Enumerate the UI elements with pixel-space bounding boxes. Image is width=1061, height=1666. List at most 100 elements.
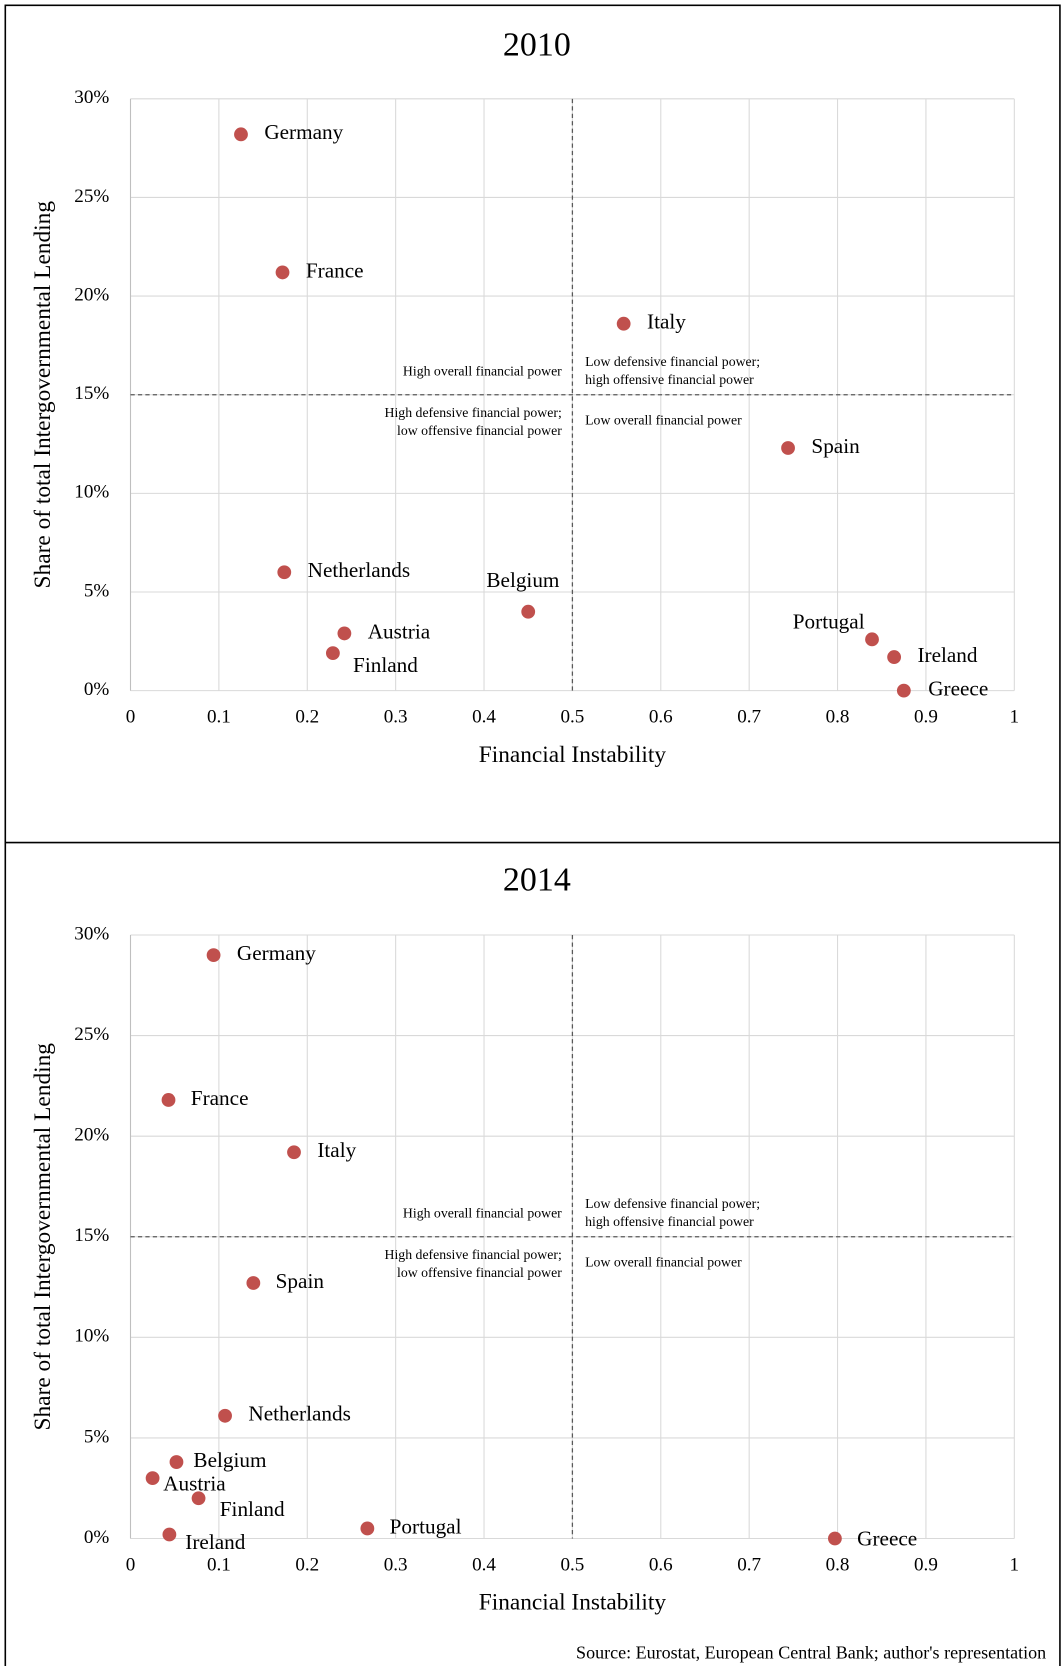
point-label: Finland [353,653,418,677]
x-tick-label: 0.8 [826,707,850,728]
x-tick-label: 0.8 [826,1555,850,1576]
data-point [234,127,248,142]
point-label: Spain [811,434,860,458]
y-tick-label: 25% [74,186,109,207]
x-tick-label: 0.9 [914,1555,938,1576]
y-tick-label: 10% [74,482,109,503]
data-point [781,441,795,455]
x-tick-label: 0.6 [649,1555,673,1576]
y-tick-label: 10% [74,1326,109,1347]
data-point [865,632,879,647]
point-label: Netherlands [308,558,410,582]
y-tick-label: 30% [74,87,109,108]
data-point [145,1471,160,1486]
y-tick-label: 15% [74,1225,109,1246]
point-label: Ireland [917,643,977,667]
quadrant-annotation: High defensive financial power; [385,1247,562,1262]
point-label: Germany [264,120,343,144]
y-tick-label: 5% [84,1426,110,1447]
quadrant-annotation: High defensive financial power; [385,405,562,420]
y-tick-label: 0% [84,1527,110,1548]
data-point [206,948,221,963]
y-axis-label: Share of total Intergovernmental Lending [30,1043,56,1431]
y-tick-label: 20% [74,284,109,305]
point-label: France [191,1086,249,1110]
data-point [521,604,536,619]
quadrant-annotation: Low overall financial power [585,1254,742,1269]
y-axis-label: Share of total Intergovernmental Lending [30,201,56,589]
data-point [337,626,352,641]
x-tick-label: 0.1 [207,707,231,728]
point-label: Portugal [793,609,865,633]
x-tick-label: 0.4 [472,1555,496,1576]
x-tick-label: 0.7 [737,707,761,728]
data-point [360,1521,375,1536]
data-point [169,1455,184,1469]
point-label: Germany [237,941,316,965]
data-point [287,1145,301,1160]
quadrant-annotation: low offensive financial power [397,423,562,438]
x-tick-label: 0.5 [560,707,584,728]
data-point [896,683,911,698]
quadrant-annotation: Low overall financial power [585,412,742,427]
x-tick-label: 0.2 [295,1555,319,1576]
point-label: Belgium [486,568,560,592]
quadrant-annotation: High overall financial power [403,1206,562,1221]
x-tick-label: 0.3 [384,1555,408,1576]
data-point [616,316,631,331]
quadrant-annotation: Low defensive financial power; [585,1196,760,1211]
quadrant-annotation: High overall financial power [403,364,562,379]
quadrant-annotation: high offensive financial power [585,1214,754,1229]
point-label: Finland [220,1497,285,1521]
point-label: Italy [317,1138,356,1162]
quadrant-annotation: high offensive financial power [585,372,754,387]
x-tick-label: 0.7 [737,1555,761,1576]
data-point [162,1527,177,1542]
data-point [161,1093,176,1107]
y-tick-label: 20% [74,1125,109,1146]
data-point [277,565,292,580]
point-label: Greece [857,1526,917,1550]
y-tick-label: 25% [74,1024,109,1045]
x-tick-label: 0.6 [649,707,673,728]
point-label: Ireland [185,1530,245,1554]
x-tick-label: 0.3 [384,707,408,728]
y-tick-label: 30% [74,923,109,944]
quadrant-annotation: Low defensive financial power; [585,354,760,369]
chart-title: 2014 [503,862,571,899]
source-note: Source: Eurostat, European Central Bank;… [576,1642,1046,1662]
x-tick-label: 0 [126,1555,136,1576]
y-tick-label: 15% [74,383,109,404]
data-point [325,646,340,661]
x-axis-label: Financial Instability [479,1590,667,1616]
data-point [887,650,902,664]
y-tick-label: 0% [84,679,110,700]
point-label: Greece [928,676,988,700]
x-tick-label: 0.5 [560,1555,584,1576]
point-label: Spain [276,1269,325,1293]
x-tick-label: 0.1 [207,1555,231,1576]
point-label: France [306,258,364,282]
x-tick-label: 0 [126,707,136,728]
point-label: Belgium [193,1448,267,1472]
x-tick-label: 0.2 [295,707,319,728]
point-label: Austria [368,619,431,643]
x-axis-label: Financial Instability [479,742,667,768]
data-point [218,1408,232,1423]
point-label: Portugal [390,1514,462,1538]
point-label: Austria [163,1471,226,1495]
point-label: Netherlands [248,1402,350,1426]
x-tick-label: 1 [1010,1555,1020,1576]
x-tick-label: 0.9 [914,707,938,728]
frame [4,4,1061,1666]
y-tick-label: 5% [84,580,110,601]
data-point [191,1491,206,1506]
quadrant-annotation: low offensive financial power [397,1265,562,1280]
chart-title: 2010 [503,27,571,64]
point-label: Italy [647,310,686,334]
data-point [246,1276,261,1290]
x-tick-label: 0.4 [472,707,496,728]
x-tick-label: 1 [1010,707,1020,728]
data-point [828,1531,842,1546]
